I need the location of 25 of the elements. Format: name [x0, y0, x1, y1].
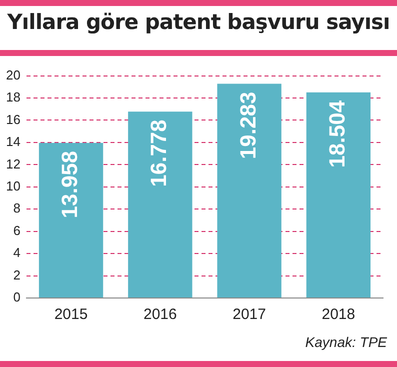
bar: [128, 112, 192, 298]
bar: [38, 142, 104, 298]
y-tick-label: 12: [6, 156, 20, 172]
bar: [217, 84, 282, 298]
y-tick-label: 4: [13, 245, 20, 260]
x-tick-label: 2016: [143, 306, 177, 324]
y-tick-label: 18: [6, 90, 20, 105]
y-tick-label: 8: [13, 200, 20, 216]
y-tick-label: 16: [6, 112, 20, 127]
data-label: 16.778: [146, 120, 172, 187]
data-label: 13.958: [57, 150, 82, 218]
chart-title: Yıllara göre patent başvuru sayısı: [6, 10, 391, 34]
y-tick-label: 14: [6, 134, 20, 150]
x-tick-label: 2017: [232, 306, 266, 324]
y-tick-label: 10: [6, 178, 20, 194]
y-tick-label: 20: [6, 67, 20, 82]
text: Kaynak: TPE: [305, 334, 387, 350]
y-tick-label: 6: [13, 222, 20, 238]
data-label: 18.504: [324, 100, 350, 168]
y-tick-label: 2: [13, 267, 20, 282]
y-tick-label: 0: [13, 290, 20, 305]
data-label: 19.283: [235, 92, 260, 160]
x-tick-label: 2015: [54, 306, 88, 324]
x-tick-label: 2018: [322, 306, 356, 324]
bar: [306, 92, 371, 298]
